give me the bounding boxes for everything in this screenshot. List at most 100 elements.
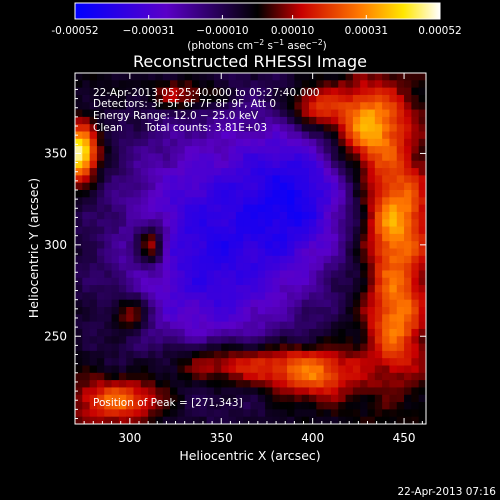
heatmap-cell [338,263,347,272]
heatmap-cell [257,255,266,264]
heatmap-cell [330,102,339,111]
heatmap-cell [287,336,295,345]
heatmap-cell [360,263,369,272]
heatmap-cell [374,233,383,242]
heatmap-cell [360,168,369,176]
heatmap-cell [396,219,405,228]
heatmap-cell [382,197,391,206]
heatmap-cell [411,248,420,257]
heatmap-cell [96,328,105,337]
heatmap-cell [301,241,310,250]
heatmap-cell [257,321,266,330]
heatmap-cell [184,153,193,162]
heatmap-cell [104,182,113,191]
heatmap-cell [162,314,171,323]
heatmap-cell [257,131,266,140]
heatmap-cell [192,160,200,169]
heatmap-cell [330,285,339,293]
heatmap-cell [287,343,295,352]
heatmap-cell [235,94,244,103]
heatmap-cell [360,299,369,308]
heatmap-cell [162,336,171,345]
heatmap-cell [148,314,157,323]
heatmap-cell [133,292,142,301]
heatmap-cell [170,372,178,381]
heatmap-cell [111,109,120,118]
heatmap-cell [118,270,127,279]
heatmap-cell [235,314,244,323]
heatmap-cell [345,109,354,118]
heatmap-cell [111,146,120,155]
heatmap-cell [272,307,281,315]
heatmap-cell [126,358,135,367]
heatmap-cell [75,226,83,235]
heatmap-cell [199,416,208,424]
heatmap-cell [382,226,391,235]
heatmap-cell [126,285,135,293]
heatmap-cell [301,233,310,242]
heatmap-cell [250,285,259,293]
heatmap-cell [155,124,164,133]
heatmap-cell [104,116,113,125]
heatmap-cell [89,146,98,155]
heatmap-cell [140,328,149,337]
heatmap-cell [96,285,105,293]
heatmap-cell [323,138,332,147]
heatmap-cell [309,372,317,381]
heatmap-cell [345,190,354,198]
heatmap-cell [309,248,317,257]
heatmap-cell [221,73,230,81]
heatmap-cell [418,160,426,169]
heatmap-cell [228,146,237,155]
heatmap-cell [294,328,303,337]
heatmap-cell [170,358,178,367]
heatmap-cell [374,277,383,286]
heatmap-cell [301,292,310,301]
heatmap-cell [111,248,120,257]
annotation-time-range: 22-Apr-2013 05:25:40.000 to 05:27:40.000 [93,87,320,99]
heatmap-cell [206,241,215,250]
heatmap-cell [228,109,237,118]
heatmap-cell [272,292,281,301]
heatmap-cell [360,138,369,147]
heatmap-cell [330,182,339,191]
heatmap-cell [396,131,405,140]
heatmap-cell [323,328,332,337]
heatmap-cell [279,307,288,315]
heatmap-cell [126,233,135,242]
heatmap-cell [192,211,200,220]
heatmap-cell [287,409,295,418]
heatmap-cell [389,233,398,242]
heatmap-cell [418,226,426,235]
heatmap-cell [199,211,208,220]
heatmap-cell [367,219,376,228]
heatmap-cell [111,102,120,111]
heatmap-cell [177,175,186,184]
heatmap-cell [374,307,383,315]
heatmap-cell [418,314,426,323]
heatmap-cell [301,204,310,213]
heatmap-cell [389,248,398,257]
heatmap-cell [411,146,420,155]
heatmap-cell [228,277,237,286]
heatmap-cell [389,350,398,359]
heatmap-cell [192,336,200,345]
heatmap-cell [140,73,149,81]
heatmap-cell [235,233,244,242]
heatmap-cell [323,336,332,345]
heatmap-cell [330,241,339,250]
heatmap-cell [389,204,398,213]
heatmap-cell [206,211,215,220]
heatmap-cell [206,138,215,147]
heatmap-cell [75,160,83,169]
heatmap-cell [96,168,105,176]
heatmap-cell [279,94,288,103]
heatmap-cell [192,372,200,381]
heatmap-cell [243,358,252,367]
heatmap-cell [235,80,244,89]
heatmap-cell [382,277,391,286]
heatmap-cell [265,211,274,220]
heatmap-cell [389,270,398,279]
heatmap-cell [374,314,383,323]
heatmap-cell [272,409,281,418]
